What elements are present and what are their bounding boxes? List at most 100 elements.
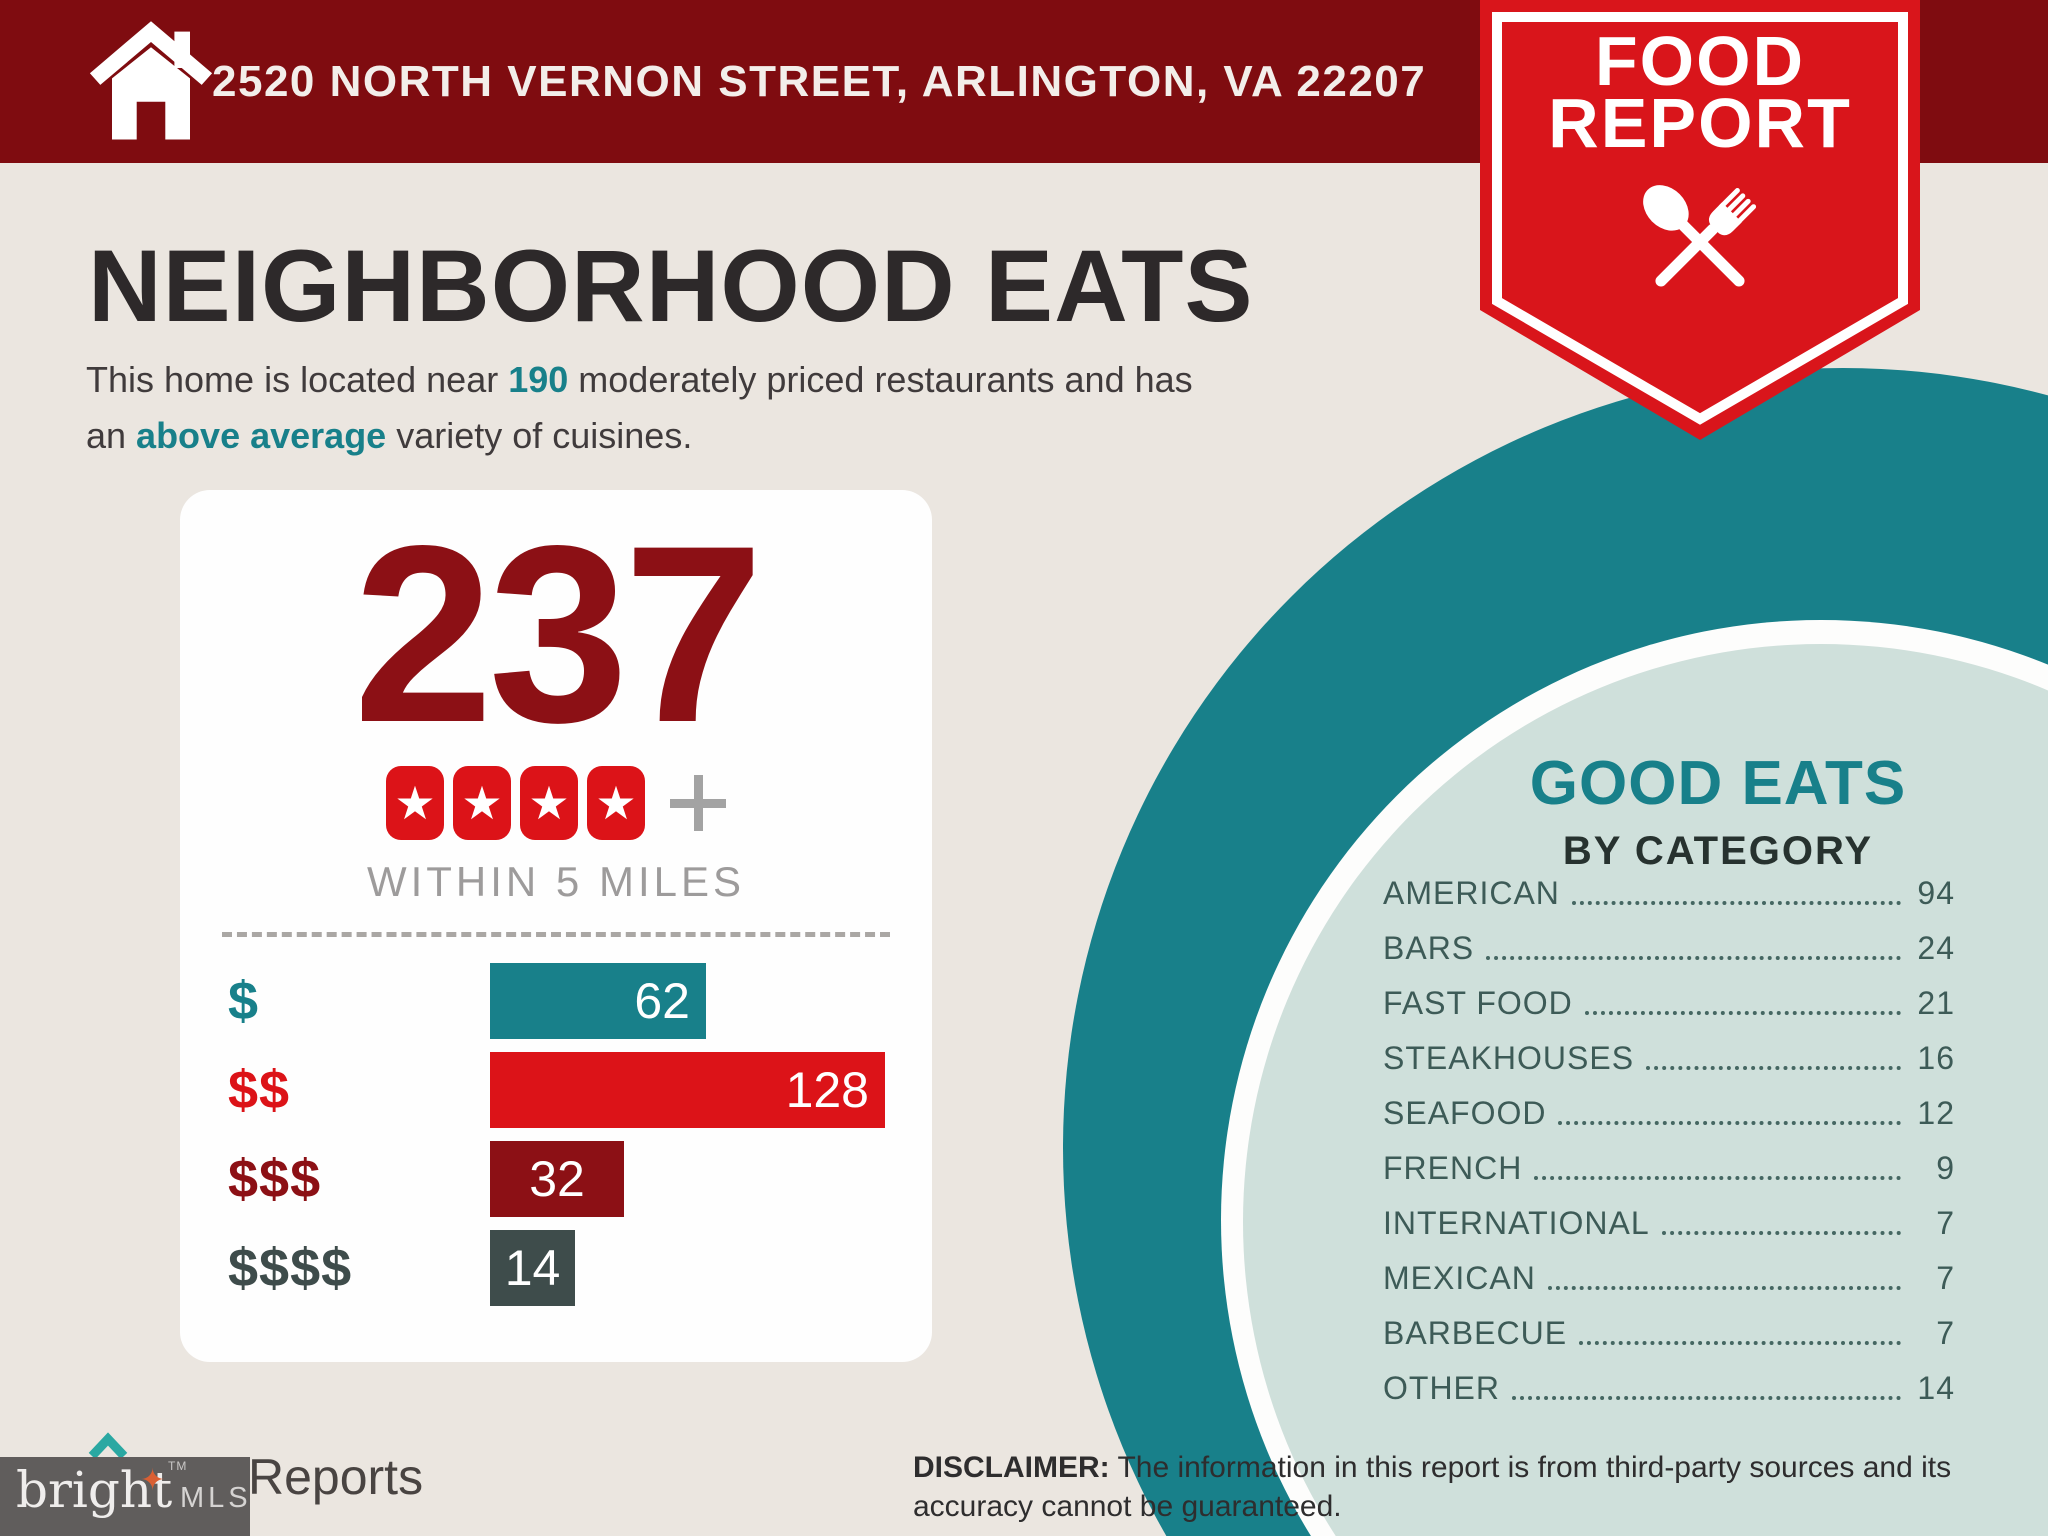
brand-tm: TM xyxy=(168,1459,188,1473)
category-row: SEAFOOD 12 xyxy=(1383,1095,1955,1132)
category-row: FRENCH 9 xyxy=(1383,1150,1955,1187)
category-value: 24 xyxy=(1917,930,1955,966)
intro-segment3: variety of cuisines. xyxy=(386,414,693,456)
intro-segment1: This home is located near xyxy=(86,359,509,400)
category-row: BARS 24 xyxy=(1383,930,1955,967)
good-eats-header: GOOD EATS BY CATEGORY xyxy=(1420,748,2016,874)
bar-fill: 14 xyxy=(490,1230,575,1306)
star-icon: ★ xyxy=(461,777,503,829)
good-eats-title: GOOD EATS xyxy=(1529,749,1907,818)
food-report-ribbon xyxy=(1480,0,1920,440)
category-row: STEAKHOUSES 16 xyxy=(1383,1040,1955,1077)
category-value: 9 xyxy=(1936,1150,1955,1186)
disclaimer-text: The information in this report is from t… xyxy=(913,1451,1952,1523)
bar-value: 32 xyxy=(529,1151,585,1207)
category-label: FRENCH xyxy=(1383,1150,1523,1186)
category-value: 7 xyxy=(1936,1205,1955,1241)
category-dots xyxy=(1661,1231,1901,1235)
category-label: AMERICAN xyxy=(1383,875,1560,911)
category-dots xyxy=(1512,1396,1901,1400)
brightmls-watermark: bright ✦ TM MLS xyxy=(0,1457,250,1536)
star-rating: ★ ★ ★ ★ xyxy=(386,766,726,840)
disclaimer: DISCLAIMER: The information in this repo… xyxy=(913,1448,2048,1526)
category-dots xyxy=(1534,1176,1901,1180)
category-label: INTERNATIONAL xyxy=(1383,1205,1650,1241)
stats-card: 237 ★ ★ ★ ★ WITHIN 5 MILES $ 62 $$ 128 $… xyxy=(180,490,932,1362)
star-badge: ★ xyxy=(386,766,444,840)
spoon-fork-crossed-icon xyxy=(1643,185,1757,287)
category-dots xyxy=(1579,1341,1901,1345)
category-value: 14 xyxy=(1917,1370,1955,1406)
category-value: 16 xyxy=(1917,1040,1955,1076)
reports-wordmark: Reports xyxy=(248,1449,424,1505)
star-icon: ★ xyxy=(528,777,570,829)
tier-label: $ xyxy=(228,971,260,1031)
highlight-above-average: above average xyxy=(136,414,387,456)
category-label: BARBECUE xyxy=(1383,1315,1568,1351)
bar-row: $$$$ 14 xyxy=(228,1230,932,1306)
category-value: 7 xyxy=(1936,1315,1955,1351)
category-label: FAST FOOD xyxy=(1383,985,1573,1021)
bar-fill: 62 xyxy=(490,963,706,1039)
category-dots xyxy=(1584,1011,1901,1015)
star-badge: ★ xyxy=(587,766,645,840)
category-label: BARS xyxy=(1383,930,1475,966)
total-count: 237 xyxy=(353,494,763,775)
category-dots xyxy=(1486,956,1901,960)
bar-fill: 32 xyxy=(490,1141,624,1217)
good-eats-subtitle: BY CATEGORY xyxy=(1562,829,1874,873)
bar-value: 14 xyxy=(504,1240,561,1296)
bar-row: $$ 128 xyxy=(228,1052,932,1128)
category-dots xyxy=(1646,1066,1901,1070)
category-dots xyxy=(1558,1121,1901,1125)
category-row: OTHER 14 xyxy=(1383,1370,1955,1407)
tier-label: $$$ xyxy=(228,1149,322,1209)
tier-label: $$ xyxy=(228,1060,291,1120)
intro-segment2: moderately priced restaurants and has an xyxy=(86,359,1193,456)
disclaimer-label: DISCLAIMER: xyxy=(913,1451,1110,1484)
ribbon-line2: REPORT xyxy=(1548,84,1852,162)
category-row: MEXICAN 7 xyxy=(1383,1260,1955,1297)
bar-value: 128 xyxy=(785,1062,869,1118)
category-row: FAST FOOD 21 xyxy=(1383,985,1955,1022)
category-row: BARBECUE 7 xyxy=(1383,1315,1955,1352)
tier-label: $$$$ xyxy=(228,1238,353,1298)
bar-row: $ 62 xyxy=(228,963,932,1039)
category-label: OTHER xyxy=(1383,1370,1500,1406)
intro-paragraph: This home is located near 190 moderately… xyxy=(86,352,1206,464)
category-value: 21 xyxy=(1917,985,1955,1021)
brand-mls: MLS xyxy=(180,1482,252,1514)
category-row: INTERNATIONAL 7 xyxy=(1383,1205,1955,1242)
restaurant-count: 190 xyxy=(508,359,569,400)
star-badge: ★ xyxy=(453,766,511,840)
brand-bright: bright xyxy=(16,1461,173,1519)
price-bar-chart: $ 62 $$ 128 $$$ 32 $$$$ 14 xyxy=(180,963,932,1319)
bar-row: $$$ 32 xyxy=(228,1141,932,1217)
roof-icon xyxy=(88,1432,128,1460)
star-icon: ★ xyxy=(595,777,637,829)
star-badge: ★ xyxy=(520,766,578,840)
category-value: 12 xyxy=(1917,1095,1955,1131)
bar-fill: 128 xyxy=(490,1052,885,1128)
category-dots xyxy=(1547,1286,1901,1290)
category-list: AMERICAN 94 BARS 24 FAST FOOD 21 STEAKHO… xyxy=(1383,875,1955,1426)
category-label: STEAKHOUSES xyxy=(1383,1040,1635,1076)
category-label: SEAFOOD xyxy=(1383,1095,1547,1131)
dashed-divider xyxy=(222,932,890,937)
star-icon: ★ xyxy=(394,777,436,829)
property-address: 2520 NORTH VERNON STREET, ARLINGTON, VA … xyxy=(212,56,1427,106)
ribbon-title: FOOD REPORT xyxy=(1480,22,1920,162)
category-label: MEXICAN xyxy=(1383,1260,1536,1296)
category-row: AMERICAN 94 xyxy=(1383,875,1955,912)
category-value: 7 xyxy=(1936,1260,1955,1296)
ribbon-line1: FOOD xyxy=(1594,22,1806,100)
bar-value: 62 xyxy=(634,973,690,1029)
category-dots xyxy=(1571,901,1901,905)
category-value: 94 xyxy=(1917,875,1955,911)
radius-caption: WITHIN 5 MILES xyxy=(366,858,746,905)
plus-icon xyxy=(670,775,726,831)
page-title: NEIGHBORHOOD EATS xyxy=(88,229,1254,343)
sparkle-icon: ✦ xyxy=(140,1464,166,1497)
home-icon xyxy=(89,21,213,140)
